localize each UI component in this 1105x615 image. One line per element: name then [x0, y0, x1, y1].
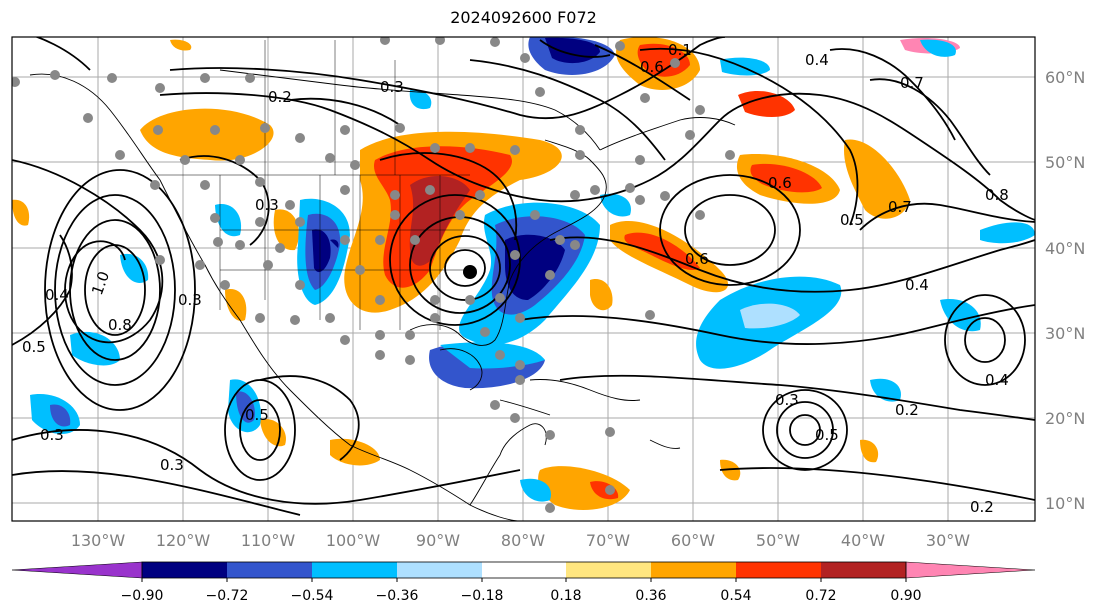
contour-label: 0.1: [668, 41, 692, 59]
lat-label: 40°N: [1045, 239, 1085, 258]
contour-label: 0.3: [380, 78, 404, 96]
lon-label: 70°W: [586, 531, 630, 550]
colorbar-tick-label: −0.54: [291, 588, 334, 604]
lon-label: 130°W: [71, 531, 126, 550]
contour-label: 0.7: [888, 198, 912, 216]
latitude-labels: 60°N 50°N 40°N 30°N 20°N 10°N: [1045, 68, 1085, 513]
contour-label: 0.3: [775, 391, 799, 409]
lat-label: 20°N: [1045, 409, 1085, 428]
contour-label: 0.4: [905, 276, 929, 294]
colorbar-tick-label: −0.18: [461, 588, 504, 604]
contour-label: 0.2: [268, 88, 292, 106]
colorbar-segment: [651, 562, 736, 578]
lon-label: 40°W: [841, 531, 885, 550]
longitude-labels: 130°W 120°W 110°W 100°W 90°W 80°W 70°W 6…: [71, 531, 970, 550]
colorbar-tick-label: 0.54: [720, 588, 751, 604]
contour-label: 0.4: [45, 286, 69, 304]
contour-label: 0.6: [768, 174, 792, 192]
contour-label: 0.6: [640, 58, 664, 76]
contour-label: 0.2: [895, 401, 919, 419]
colorbar: −0.90 −0.72 −0.54 −0.36 −0.18 0.18 0.36 …: [11, 561, 1036, 604]
contour-label: 0.5: [245, 406, 269, 424]
colorbar-extend-high: [905, 561, 1036, 579]
contour-label: 0.8: [108, 316, 132, 334]
colorbar-tick-label: −0.90: [121, 588, 164, 604]
lon-label: 120°W: [156, 531, 211, 550]
contour-labels: 0.3 0.2 0.5 1.0 0.4 0.8 0.6 0.7 0.8 0.5 …: [22, 41, 1009, 516]
map-frame: [11, 36, 1036, 522]
lon-label: 50°W: [756, 531, 800, 550]
contour-label: 0.4: [985, 371, 1009, 389]
colorbar-segment: [397, 562, 482, 578]
contour-label: 0.2: [970, 498, 994, 516]
contour-label: 0.4: [805, 51, 829, 69]
colorbar-labels: −0.90 −0.72 −0.54 −0.36 −0.18 0.18 0.36 …: [121, 588, 922, 604]
station-dots: [12, 37, 735, 513]
colorbar-tick-label: 0.72: [805, 588, 836, 604]
coastlines: [29, 69, 736, 521]
lon-label: 100°W: [326, 531, 381, 550]
contour-label: 0.3: [255, 196, 279, 214]
lon-label: 90°W: [416, 531, 460, 550]
colorbar-tick-label: −0.72: [206, 588, 249, 604]
low-center-marker: [463, 265, 477, 279]
contour-label: 0.5: [840, 211, 864, 229]
contour-label: 0.3: [178, 291, 202, 309]
colorbar-segment: [566, 562, 651, 578]
contour-label: 0.3: [160, 456, 184, 474]
colorbar-segment: [227, 562, 312, 578]
colorbar-segment: [736, 562, 821, 578]
colorbar-segments: [11, 561, 1036, 582]
lat-label: 10°N: [1045, 494, 1085, 513]
lon-label: 60°W: [671, 531, 715, 550]
colorbar-segment: [821, 562, 906, 578]
colorbar-tick-label: −0.36: [376, 588, 419, 604]
contour-label: 0.5: [22, 338, 46, 356]
colorbar-segment: [312, 562, 397, 578]
lat-label: 30°N: [1045, 324, 1085, 343]
colorbar-extend-low: [11, 561, 143, 579]
lon-label: 80°W: [501, 531, 545, 550]
contour-label: 0.7: [900, 74, 924, 92]
lat-label: 60°N: [1045, 68, 1085, 87]
colorbar-tick-label: 0.36: [635, 588, 666, 604]
colorbar-tick-label: 0.18: [550, 588, 581, 604]
lat-label: 50°N: [1045, 153, 1085, 172]
colorbar-frame: [141, 561, 907, 579]
lon-label: 30°W: [926, 531, 970, 550]
contour-label: 0.8: [985, 186, 1009, 204]
contour-label: 0.5: [815, 426, 839, 444]
colorbar-tick-label: 0.90: [890, 588, 921, 604]
colorbar-segment: [142, 562, 227, 578]
contour-label: 0.3: [40, 426, 64, 444]
colorbar-segment: [482, 562, 566, 578]
map-title: 2024092600 F072: [450, 8, 597, 27]
contour-label: 0.6: [685, 250, 709, 268]
lon-label: 110°W: [241, 531, 296, 550]
